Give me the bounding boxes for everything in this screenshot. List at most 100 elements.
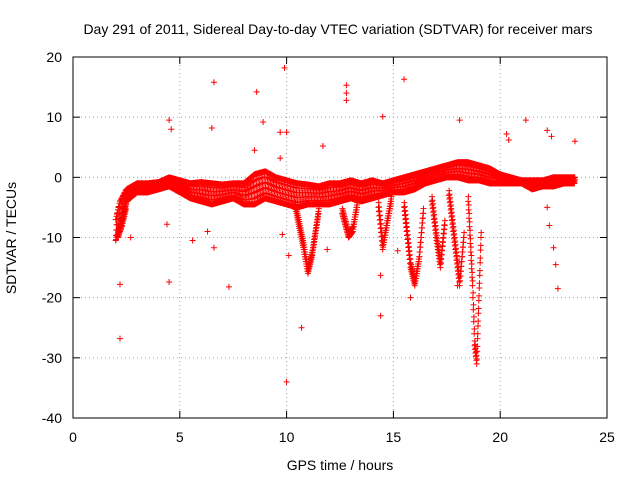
band-point xyxy=(113,221,120,228)
outlier-point xyxy=(283,378,290,385)
x-tick-label: 5 xyxy=(176,429,184,445)
dip-point xyxy=(467,227,474,234)
outlier-point xyxy=(127,234,134,241)
outlier-point xyxy=(407,294,414,301)
outlier-point xyxy=(283,129,290,136)
outlier-point xyxy=(168,126,175,133)
outlier-point xyxy=(277,129,284,136)
outlier-point xyxy=(281,64,288,71)
outlier-point xyxy=(544,204,551,211)
band-point xyxy=(247,190,254,197)
dip-point xyxy=(441,217,448,224)
x-tick-label: 25 xyxy=(599,429,615,445)
dip-point xyxy=(467,235,474,242)
outlier-point xyxy=(298,324,305,331)
dip-point xyxy=(477,254,484,261)
outlier-point xyxy=(189,237,196,244)
outlier-point xyxy=(571,138,578,145)
dip-point xyxy=(461,229,468,236)
outlier-point xyxy=(343,82,350,89)
outlier-point xyxy=(251,147,258,154)
dip-point xyxy=(468,260,475,267)
y-tick-label: 0 xyxy=(54,169,62,185)
outlier-point xyxy=(116,335,123,342)
outlier-point xyxy=(343,97,350,104)
dip-point xyxy=(467,244,474,251)
y-tick-label: -10 xyxy=(42,230,62,246)
outlier-point xyxy=(377,312,384,319)
dip-point xyxy=(475,318,482,325)
outlier-point xyxy=(210,244,217,251)
dip-point xyxy=(123,201,130,208)
dip-point xyxy=(468,252,475,259)
dip-point xyxy=(466,218,473,225)
plot-frame xyxy=(72,56,608,419)
dip-point xyxy=(465,193,472,200)
y-tick-label: -30 xyxy=(42,350,62,366)
outlier-point xyxy=(343,90,350,97)
dip-point xyxy=(475,305,482,312)
y-tick-label: -40 xyxy=(42,410,62,426)
dip-point xyxy=(476,267,483,274)
outlier-point xyxy=(454,282,461,289)
chart-title: Day 291 of 2011, Sidereal Day-to-day VTE… xyxy=(83,21,592,37)
dip-point xyxy=(354,199,361,206)
outlier-point xyxy=(377,272,384,279)
outlier-point xyxy=(166,117,173,124)
outlier-point xyxy=(208,124,215,131)
band-point xyxy=(113,216,120,223)
outlier-point xyxy=(394,247,401,254)
outlier-point xyxy=(319,143,326,150)
y-tick-labels: -40 -30 -20 -10 0 10 20 xyxy=(42,49,62,426)
y-tick-label: 20 xyxy=(46,49,62,65)
y-tick-label: 10 xyxy=(46,109,62,125)
grid-lines xyxy=(73,57,607,418)
dip-point xyxy=(470,289,477,296)
outlier-point xyxy=(505,137,512,144)
outlier-point xyxy=(552,261,559,268)
outlier-point xyxy=(116,281,123,288)
dip-point xyxy=(420,205,427,212)
outlier-point xyxy=(204,228,211,235)
band-point xyxy=(571,174,578,181)
outlier-point xyxy=(554,285,561,292)
y-tick-label: -20 xyxy=(42,290,62,306)
outlier-point xyxy=(260,118,267,125)
outlier-point xyxy=(166,279,173,286)
x-tick-label: 10 xyxy=(279,429,295,445)
outlier-point xyxy=(522,117,529,124)
outlier-point xyxy=(253,88,260,95)
x-tick-label: 15 xyxy=(386,429,402,445)
dip-point xyxy=(476,280,483,287)
dip-point xyxy=(315,205,322,212)
dip-point xyxy=(477,242,484,249)
dip-point xyxy=(473,356,480,363)
outlier-point xyxy=(550,244,557,251)
outlier-point xyxy=(279,231,286,238)
outlier-point xyxy=(546,222,553,229)
dip-point xyxy=(474,330,481,337)
outlier-point xyxy=(277,155,284,162)
dip-point xyxy=(469,277,476,284)
dip-point xyxy=(469,269,476,276)
dip-point xyxy=(471,325,478,332)
outlier-point xyxy=(210,79,217,86)
outlier-point xyxy=(401,76,408,83)
outlier-point xyxy=(379,113,386,120)
outlier-point xyxy=(285,252,292,259)
outlier-point xyxy=(548,133,555,140)
x-tick-label: 20 xyxy=(492,429,508,445)
dip-point xyxy=(388,193,395,200)
dip-point xyxy=(470,313,477,320)
outlier-point xyxy=(163,221,170,228)
outlier-point xyxy=(503,131,510,138)
dip-point xyxy=(465,202,472,209)
y-axis-label: SDTVAR / TECUs xyxy=(3,182,19,294)
x-tick-label: 0 xyxy=(69,429,77,445)
x-axis-label: GPS time / hours xyxy=(287,457,394,473)
dip-point xyxy=(474,343,481,350)
outlier-point xyxy=(544,127,551,134)
dip-point xyxy=(478,229,485,236)
dip-point xyxy=(470,301,477,308)
